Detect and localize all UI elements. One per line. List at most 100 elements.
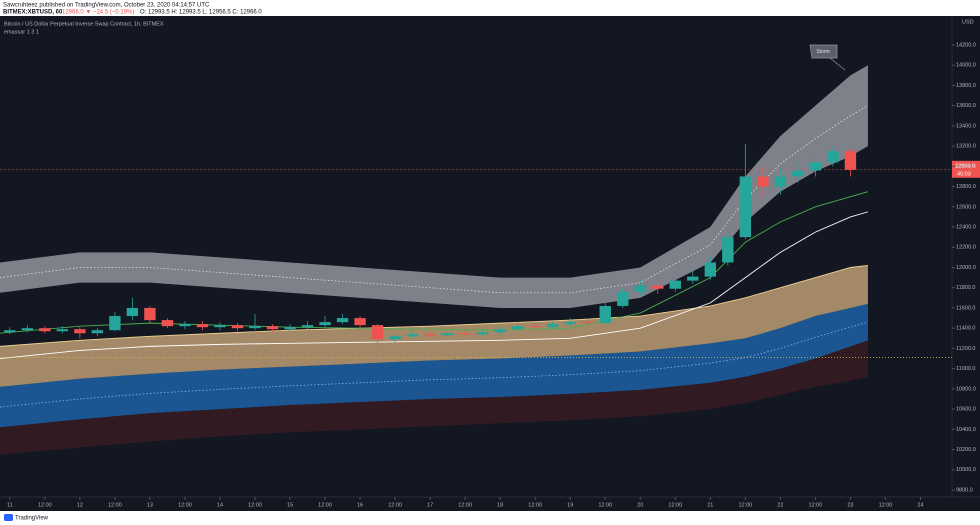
x-tick-label: 12:00 — [668, 502, 682, 508]
x-tick-label: 12:00 — [388, 502, 402, 508]
logo-text: TradingView — [15, 516, 49, 522]
y-tick-label: 13200.0 — [956, 144, 976, 150]
y-tick-label: 13600.0 — [956, 103, 976, 109]
candle-body — [441, 333, 454, 336]
candle-body — [161, 320, 174, 327]
logo-icon — [4, 514, 13, 521]
x-tick-label: 12:00 — [879, 502, 893, 508]
y-tick-label: 11200.0 — [956, 346, 975, 352]
last-price-box — [952, 160, 980, 178]
x-tick-label: 12:00 — [248, 502, 262, 508]
candle-body — [424, 334, 436, 336]
y-tick-label: 12000.0 — [956, 265, 976, 271]
candle-body — [109, 316, 121, 331]
x-tick-label: 12:00 — [809, 502, 823, 508]
indicator-line — [0, 211, 869, 359]
candle-body — [634, 285, 646, 292]
y-tick-label: 12200.0 — [956, 245, 976, 251]
price-change: 12966.0 ▼ −24.5 (−0.19%) — [62, 10, 134, 16]
x-tick-label: 11 — [7, 502, 13, 508]
candle-body — [599, 305, 611, 324]
x-tick-label: 12:00 — [178, 502, 192, 508]
author-line: Sawcruhteez published on TradingView.com… — [3, 3, 210, 9]
candle-body — [564, 322, 576, 325]
candle-body — [529, 326, 541, 328]
symbol: BITMEX:XBTUSD, 60 — [3, 10, 63, 16]
y-tick-label: 11600.0 — [956, 305, 975, 311]
y-tick-label: 13400.0 — [956, 123, 976, 129]
y-tick-label: 11000.0 — [956, 366, 975, 372]
candle-body — [722, 237, 734, 263]
y-tick-label: 9800.0 — [956, 487, 973, 493]
candle-body — [39, 328, 51, 332]
y-tick-label: 10600.0 — [956, 407, 976, 413]
candle-body — [21, 328, 34, 331]
x-tick-label: 22 — [777, 502, 783, 508]
labels: Storm 12966.0 45:03 — [809, 44, 980, 178]
x-tick-label: 23 — [847, 502, 853, 508]
candle-body — [354, 318, 366, 326]
candle-body — [249, 326, 261, 329]
indicator-line — [0, 321, 869, 408]
candle-body — [301, 325, 314, 328]
candle-body — [844, 151, 857, 170]
candle-body — [669, 280, 681, 289]
candle-body — [406, 334, 419, 337]
y-unit: USD — [962, 19, 974, 25]
annotation: Storm — [816, 49, 829, 55]
candle-body — [704, 262, 717, 277]
candle-body — [687, 276, 699, 281]
candle-body — [336, 318, 349, 323]
candle-body — [389, 336, 401, 340]
candle-body — [459, 333, 471, 335]
x-tick-label: 17 — [427, 502, 433, 508]
x-tick-label: 16 — [357, 502, 363, 508]
candle-body — [617, 291, 629, 306]
candle-body — [774, 176, 787, 187]
candle-body — [126, 307, 139, 317]
candle-body — [827, 151, 839, 163]
candle-body — [56, 329, 69, 332]
x-tick-label: 12 — [77, 502, 83, 508]
x-tick-label: 18 — [497, 502, 503, 508]
y-tick-label: 10800.0 — [956, 386, 976, 392]
x-tick-label: 12:00 — [528, 502, 542, 508]
candle-body — [652, 285, 664, 289]
y-tick-label: 10200.0 — [956, 447, 976, 453]
candle-body — [179, 324, 191, 327]
x-tick-label: 12:00 — [38, 502, 52, 508]
chart-title: Bitcoin / US Dollar Perpetual Inverse Sw… — [4, 21, 164, 27]
x-tick-label: 21 — [707, 502, 713, 508]
last-price-label: 12966.0 — [955, 163, 975, 169]
candle-body — [371, 325, 384, 340]
candle-body — [494, 329, 506, 333]
y-tick-label: 12400.0 — [956, 224, 976, 230]
candle-body — [511, 326, 524, 330]
x-tick-label: 12:00 — [738, 502, 752, 508]
candle-body — [476, 332, 489, 335]
y-tick-label: 14000.0 — [956, 63, 976, 69]
candle-body — [547, 324, 559, 328]
ohlc: O: 12993.5 H: 12993.5 L: 12956.5 C: 1296… — [140, 10, 262, 16]
countdown: 45:03 — [957, 171, 971, 177]
candle-body — [757, 176, 769, 187]
x-tick-label: 19 — [567, 502, 573, 508]
candle-body — [582, 322, 594, 324]
candle-body — [196, 324, 209, 328]
indicator-line — [0, 265, 868, 347]
indicator-name: emassar 1 3 1 — [4, 29, 39, 35]
y-tick-label: 14200.0 — [956, 42, 976, 48]
indicator-line — [0, 105, 869, 294]
candle-body — [74, 329, 86, 334]
footer-background — [0, 511, 980, 525]
x-tick-label: 12:00 — [108, 502, 122, 508]
candle-body — [4, 330, 16, 333]
candles — [4, 144, 857, 345]
y-tick-label: 11800.0 — [956, 285, 975, 291]
candle-body — [284, 327, 296, 330]
x-tick-label: 12:00 — [598, 502, 612, 508]
candle-body — [144, 307, 156, 321]
x-tick-label: 14 — [217, 502, 223, 508]
